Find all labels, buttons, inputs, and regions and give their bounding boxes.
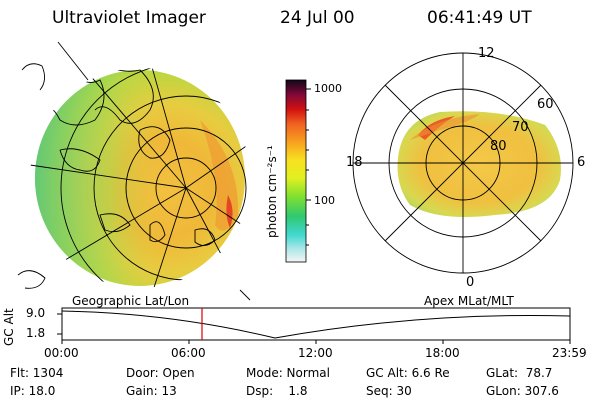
- dsp-value: Dsp: 1.8: [246, 384, 308, 398]
- gc-alt-value: GC Alt: 6.6 Re: [366, 366, 450, 380]
- colorbar-tick-1000: 1000: [314, 82, 342, 95]
- ip-value: IP: 18.0: [10, 384, 56, 398]
- timeline-ylabel: GC Alt: [2, 308, 16, 346]
- mlt-label-12: 12: [478, 46, 495, 61]
- timeline-ytick-9: 9.0: [26, 306, 46, 320]
- timeline-ytick-1.8: 1.8: [26, 326, 46, 340]
- mlt-label-0: 0: [466, 275, 475, 290]
- mode-value: Mode: Normal: [246, 366, 330, 380]
- colorbar-tick-100: 100: [314, 194, 335, 207]
- colorbar: [285, 79, 311, 263]
- colorbar-unit-label: photon cm⁻²s⁻¹: [265, 145, 279, 238]
- flt-value: Flt: 1304: [10, 366, 64, 380]
- apex-caption: Apex MLat/MLT: [424, 294, 514, 308]
- lat-label-70: 70: [512, 120, 529, 135]
- lat-label-60: 60: [537, 97, 554, 112]
- timeline-xtick-1200: 12:00: [298, 346, 333, 360]
- seq-value: Seq: 30: [366, 384, 412, 398]
- polar-mlat-mlt-plot: [352, 52, 574, 274]
- glon-value: GLon: 307.6: [486, 384, 559, 398]
- timeline-altitude-plot: [57, 307, 571, 344]
- instrument-title: Ultraviolet Imager: [52, 8, 206, 28]
- geographic-globe-image: [17, 41, 251, 301]
- mlt-label-18: 18: [346, 155, 363, 170]
- time-label: 06:41:49 UT: [427, 8, 532, 28]
- timeline-xtick-0600: 06:00: [171, 346, 206, 360]
- mlt-label-6: 6: [577, 155, 586, 170]
- date-label: 24 Jul 00: [280, 8, 355, 28]
- gain-value: Gain: 13: [126, 384, 177, 398]
- timeline-xtick-0000: 00:00: [44, 346, 79, 360]
- glat-value: GLat: 78.7: [486, 366, 553, 380]
- timeline-xtick-1800: 18:00: [425, 346, 460, 360]
- geographic-caption: Geographic Lat/Lon: [72, 294, 190, 308]
- timeline-xtick-2359: 23:59: [552, 346, 587, 360]
- door-value: Door: Open: [126, 366, 195, 380]
- lat-label-80: 80: [490, 139, 507, 154]
